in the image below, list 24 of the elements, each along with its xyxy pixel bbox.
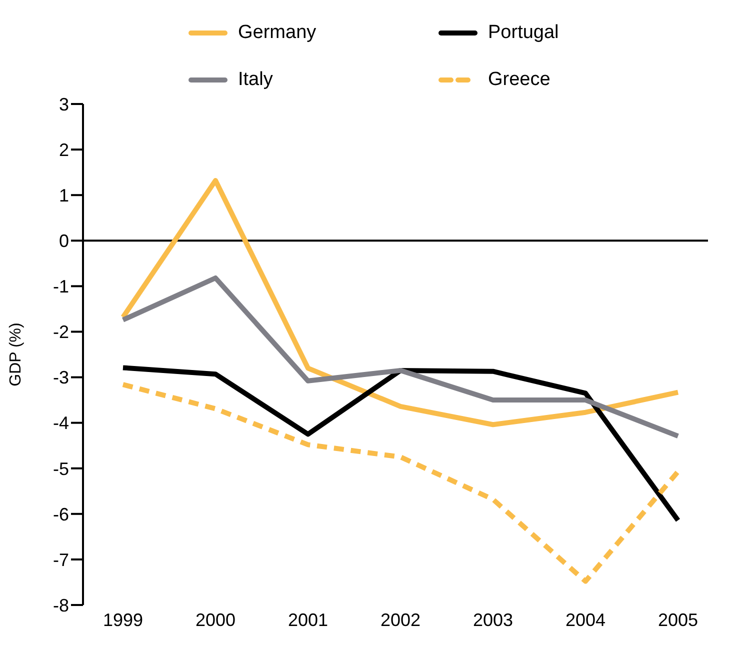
x-tick-label: 2004 bbox=[565, 610, 606, 630]
y-tick-label: -5 bbox=[52, 458, 69, 479]
y-tick-label: -7 bbox=[52, 550, 69, 570]
y-tick-label: -1 bbox=[52, 276, 69, 297]
y-tick-label: 1 bbox=[58, 185, 69, 206]
y-axis-title: GDP (%) bbox=[8, 322, 25, 386]
y-tick-label: -2 bbox=[52, 322, 69, 342]
y-tick-label: 3 bbox=[58, 94, 69, 114]
x-tick-label: 2001 bbox=[288, 610, 328, 630]
y-tick-label: 0 bbox=[58, 231, 69, 252]
x-tick-label: 1999 bbox=[102, 610, 144, 630]
y-tick-label: -6 bbox=[52, 504, 69, 524]
y-tick-label: 2 bbox=[58, 140, 69, 160]
y-tick-label: -8 bbox=[52, 595, 69, 616]
x-tick-label: 2000 bbox=[195, 610, 236, 630]
legend-label: Germany bbox=[238, 22, 316, 44]
legend-label: Portugal bbox=[488, 22, 559, 44]
y-tick-label: -3 bbox=[52, 368, 69, 388]
x-tick-label: 2005 bbox=[658, 610, 698, 630]
legend-label: Italy bbox=[238, 68, 273, 90]
y-tick-label: -4 bbox=[52, 413, 69, 434]
x-tick-label: 2002 bbox=[380, 610, 421, 630]
x-tick-label: 2003 bbox=[472, 610, 514, 630]
legend-label: Greece bbox=[488, 68, 550, 90]
